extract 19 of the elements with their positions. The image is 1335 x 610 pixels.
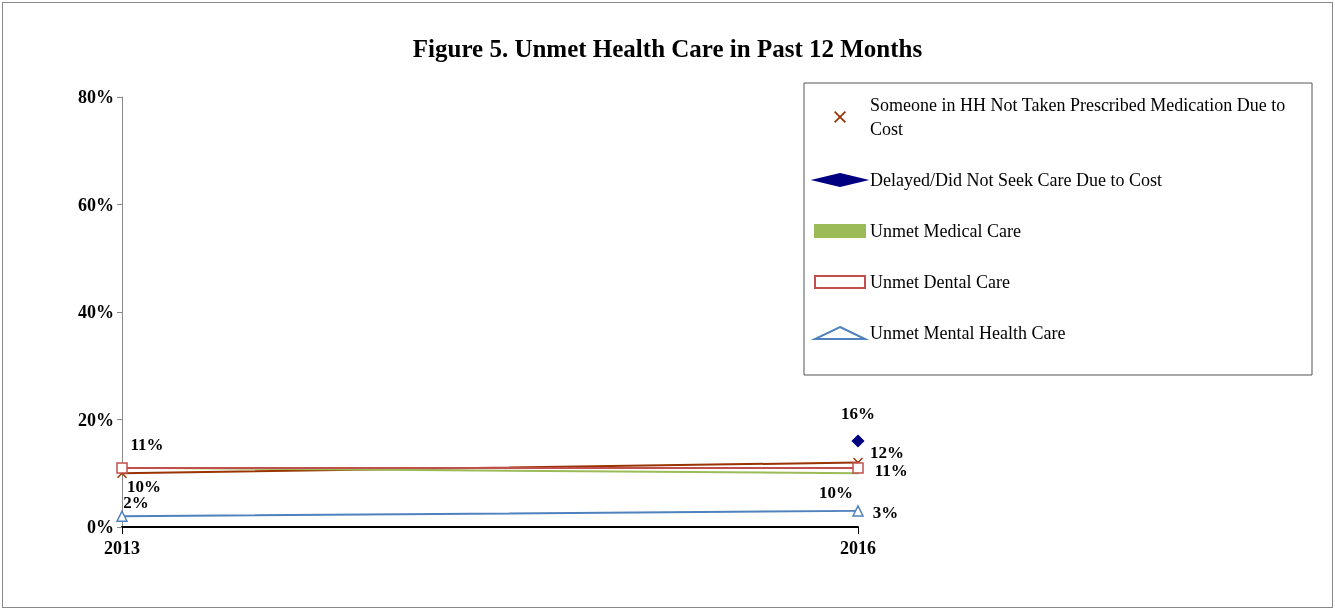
y-tick-label: 0% xyxy=(87,517,114,537)
data-label: 11% xyxy=(874,461,908,481)
legend-label: Someone in HH Not Taken Prescribed Medication Due to Cost xyxy=(870,95,1290,139)
legend-label: Delayed/Did Not Seek Care Due to Cost xyxy=(870,170,1162,190)
y-tick-label: 60% xyxy=(78,194,114,215)
legend-label: Unmet Dental Care xyxy=(870,272,1010,292)
y-tick-label: 80% xyxy=(78,87,114,107)
legend-label: Unmet Mental Health Care xyxy=(870,323,1066,343)
x-tick-label: 2016 xyxy=(840,538,876,558)
data-label: 3% xyxy=(872,503,899,523)
data-label: 12% xyxy=(870,443,904,462)
x-tick-label: 2013 xyxy=(104,538,140,558)
data-label: 16% xyxy=(841,403,875,423)
legend-label: Unmet Medical Care xyxy=(870,221,1021,241)
y-tick-label: 20% xyxy=(78,409,114,430)
data-label: 11% xyxy=(130,435,164,455)
data-label: 10% xyxy=(819,483,853,503)
chart-title: Figure 5. Unmet Health Care in Past 12 Months xyxy=(412,35,923,62)
y-tick-label: 40% xyxy=(78,302,114,322)
